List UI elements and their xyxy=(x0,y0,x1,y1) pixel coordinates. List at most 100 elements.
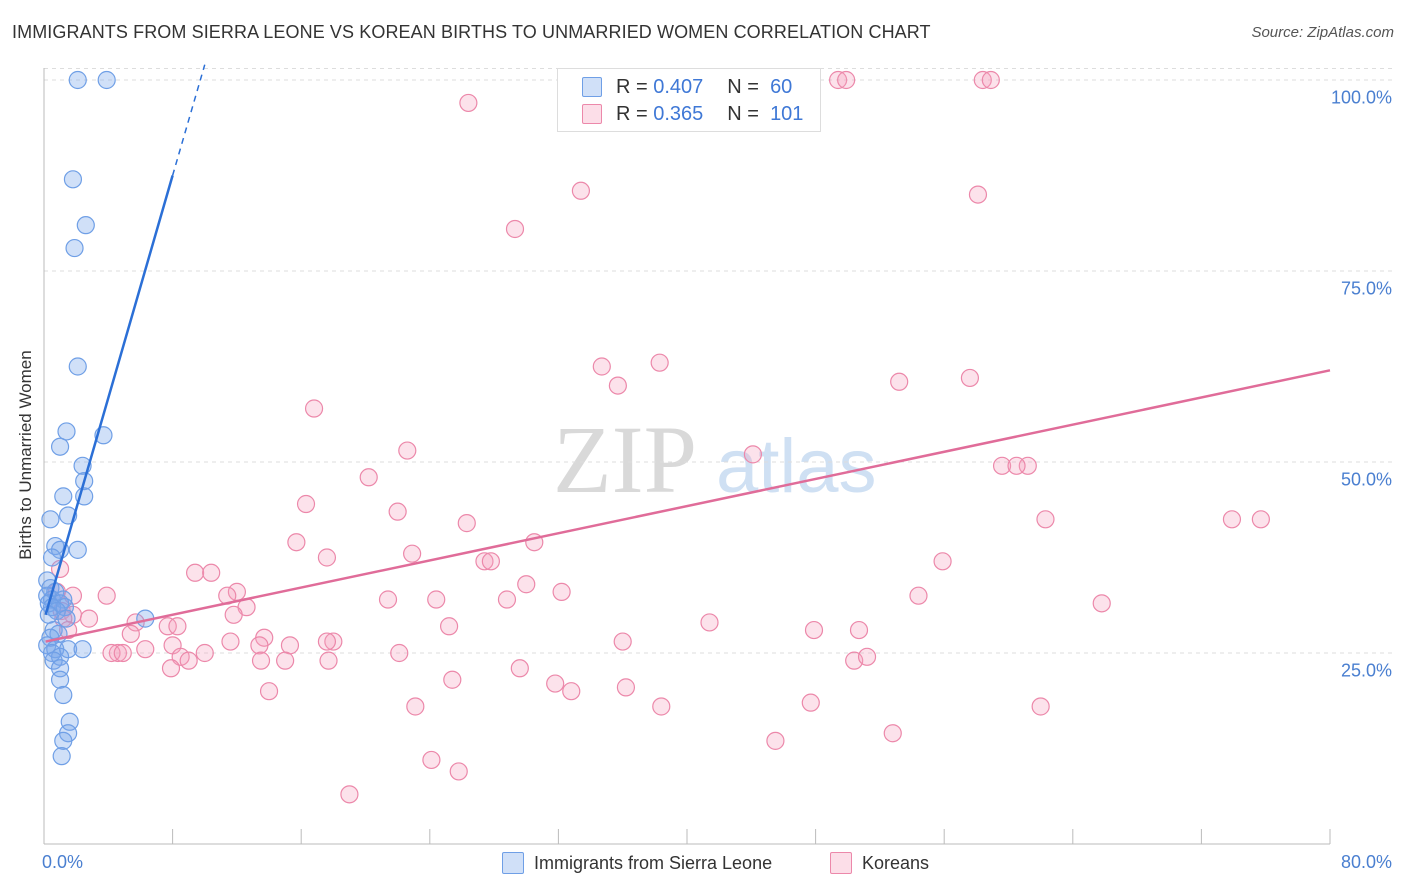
korean-point xyxy=(459,93,478,113)
sierra-leone-point xyxy=(68,70,87,90)
bottom-legend-koreans: Koreans xyxy=(830,852,929,874)
sierra-leone-point xyxy=(60,712,79,731)
y-tick-label: 25.0% xyxy=(1340,660,1392,681)
korean-point xyxy=(510,659,529,678)
korean-point xyxy=(933,552,952,571)
korean-point xyxy=(616,678,636,697)
korean-point xyxy=(592,357,611,376)
korean-point xyxy=(319,651,338,670)
korean-point xyxy=(1007,456,1026,475)
sierra-leone-point xyxy=(57,422,76,441)
sierra-leone-point xyxy=(42,548,62,567)
korean-point xyxy=(883,724,902,743)
sierra-leone-point xyxy=(39,605,58,624)
korean-point xyxy=(59,620,78,640)
korean-point xyxy=(113,643,132,663)
korean-point xyxy=(497,590,517,609)
korean-point xyxy=(398,441,417,460)
korean-point xyxy=(121,624,140,644)
korean-point xyxy=(276,651,295,670)
korean-point xyxy=(280,636,300,655)
korean-point xyxy=(79,609,99,628)
korean-point xyxy=(837,70,856,90)
korean-point xyxy=(161,659,181,678)
watermark-atlas: atlas xyxy=(716,424,877,509)
korean-point xyxy=(449,762,468,781)
sierra-leone-point xyxy=(73,640,92,659)
sierra-leone-point xyxy=(63,170,83,189)
sierra-leone-point xyxy=(65,238,84,258)
korean-point xyxy=(251,651,271,670)
sierra-leone-point xyxy=(52,747,71,766)
korean-point xyxy=(1031,697,1050,716)
korean-point xyxy=(546,674,565,693)
sierra-leone-point xyxy=(44,651,63,670)
korean-point xyxy=(179,651,198,670)
sierra-leone-trendline xyxy=(44,175,174,616)
korean-point xyxy=(968,185,988,204)
chart-title: IMMIGRANTS FROM SIERRA LEONE VS KOREAN B… xyxy=(12,22,931,42)
korean-point xyxy=(613,632,632,651)
korean-point xyxy=(443,670,462,689)
korean-point xyxy=(296,494,316,514)
korean-point xyxy=(804,620,824,640)
korean-point xyxy=(340,785,359,804)
korean-trendline xyxy=(45,369,1331,643)
sierra-leone-point xyxy=(50,437,70,456)
korean-point xyxy=(221,632,240,651)
korean-point xyxy=(1251,510,1270,529)
korean-point xyxy=(608,376,627,395)
korean-point xyxy=(304,399,324,418)
legend-r-label: R = xyxy=(616,102,648,125)
korean-point xyxy=(168,617,187,636)
korean-point xyxy=(439,617,459,636)
korean-point xyxy=(403,544,422,563)
bottom-legend-swatch-pink xyxy=(830,852,852,874)
korean-point xyxy=(992,456,1012,475)
korean-point xyxy=(186,563,205,582)
korean-point xyxy=(158,617,177,636)
korean-point xyxy=(700,613,719,632)
korean-point xyxy=(1036,510,1055,529)
korean-point xyxy=(250,636,269,655)
legend-n-label: N = xyxy=(727,75,759,98)
korean-point xyxy=(202,563,221,582)
korean-point xyxy=(909,586,928,605)
korean-point xyxy=(801,693,820,712)
correlation-legend: R = 0.407 N = 60 R = 0.365 N = 101 xyxy=(557,68,821,132)
korean-point xyxy=(552,582,571,601)
korean-point xyxy=(517,575,536,594)
korean-point xyxy=(259,682,279,701)
korean-point xyxy=(571,181,591,200)
korean-point xyxy=(406,697,425,716)
x-tick-label-min: 0.0% xyxy=(42,852,84,872)
korean-point xyxy=(317,548,337,567)
korean-point xyxy=(388,502,407,521)
korean-point xyxy=(427,590,446,609)
legend-r-label: R = xyxy=(616,75,648,98)
bottom-legend-label: Immigrants from Sierra Leone xyxy=(534,852,773,873)
korean-point xyxy=(97,586,116,605)
korean-point xyxy=(766,731,785,750)
sierra-leone-point xyxy=(54,685,73,705)
bottom-legend-label: Koreans xyxy=(862,852,930,873)
korean-point xyxy=(960,368,980,388)
watermark-zip: ZIP xyxy=(553,406,697,513)
korean-point xyxy=(857,647,877,666)
korean-point xyxy=(505,219,525,239)
sierra-leone-point xyxy=(68,540,87,559)
korean-point xyxy=(136,640,155,659)
korean-point xyxy=(378,590,398,609)
korean-point xyxy=(108,643,128,663)
legend-r-value: 0.365 xyxy=(653,102,704,125)
y-tick-label: 50.0% xyxy=(1340,469,1392,490)
x-tick-label-max: 80.0% xyxy=(1340,852,1392,872)
korean-point xyxy=(743,445,763,464)
korean-point xyxy=(481,552,500,571)
legend-r-value: 0.407 xyxy=(653,75,704,98)
korean-point xyxy=(324,632,343,651)
korean-point xyxy=(650,353,669,372)
korean-point xyxy=(195,643,214,663)
legend-n-value: 101 xyxy=(770,102,804,125)
legend-n-label: N = xyxy=(727,102,759,125)
